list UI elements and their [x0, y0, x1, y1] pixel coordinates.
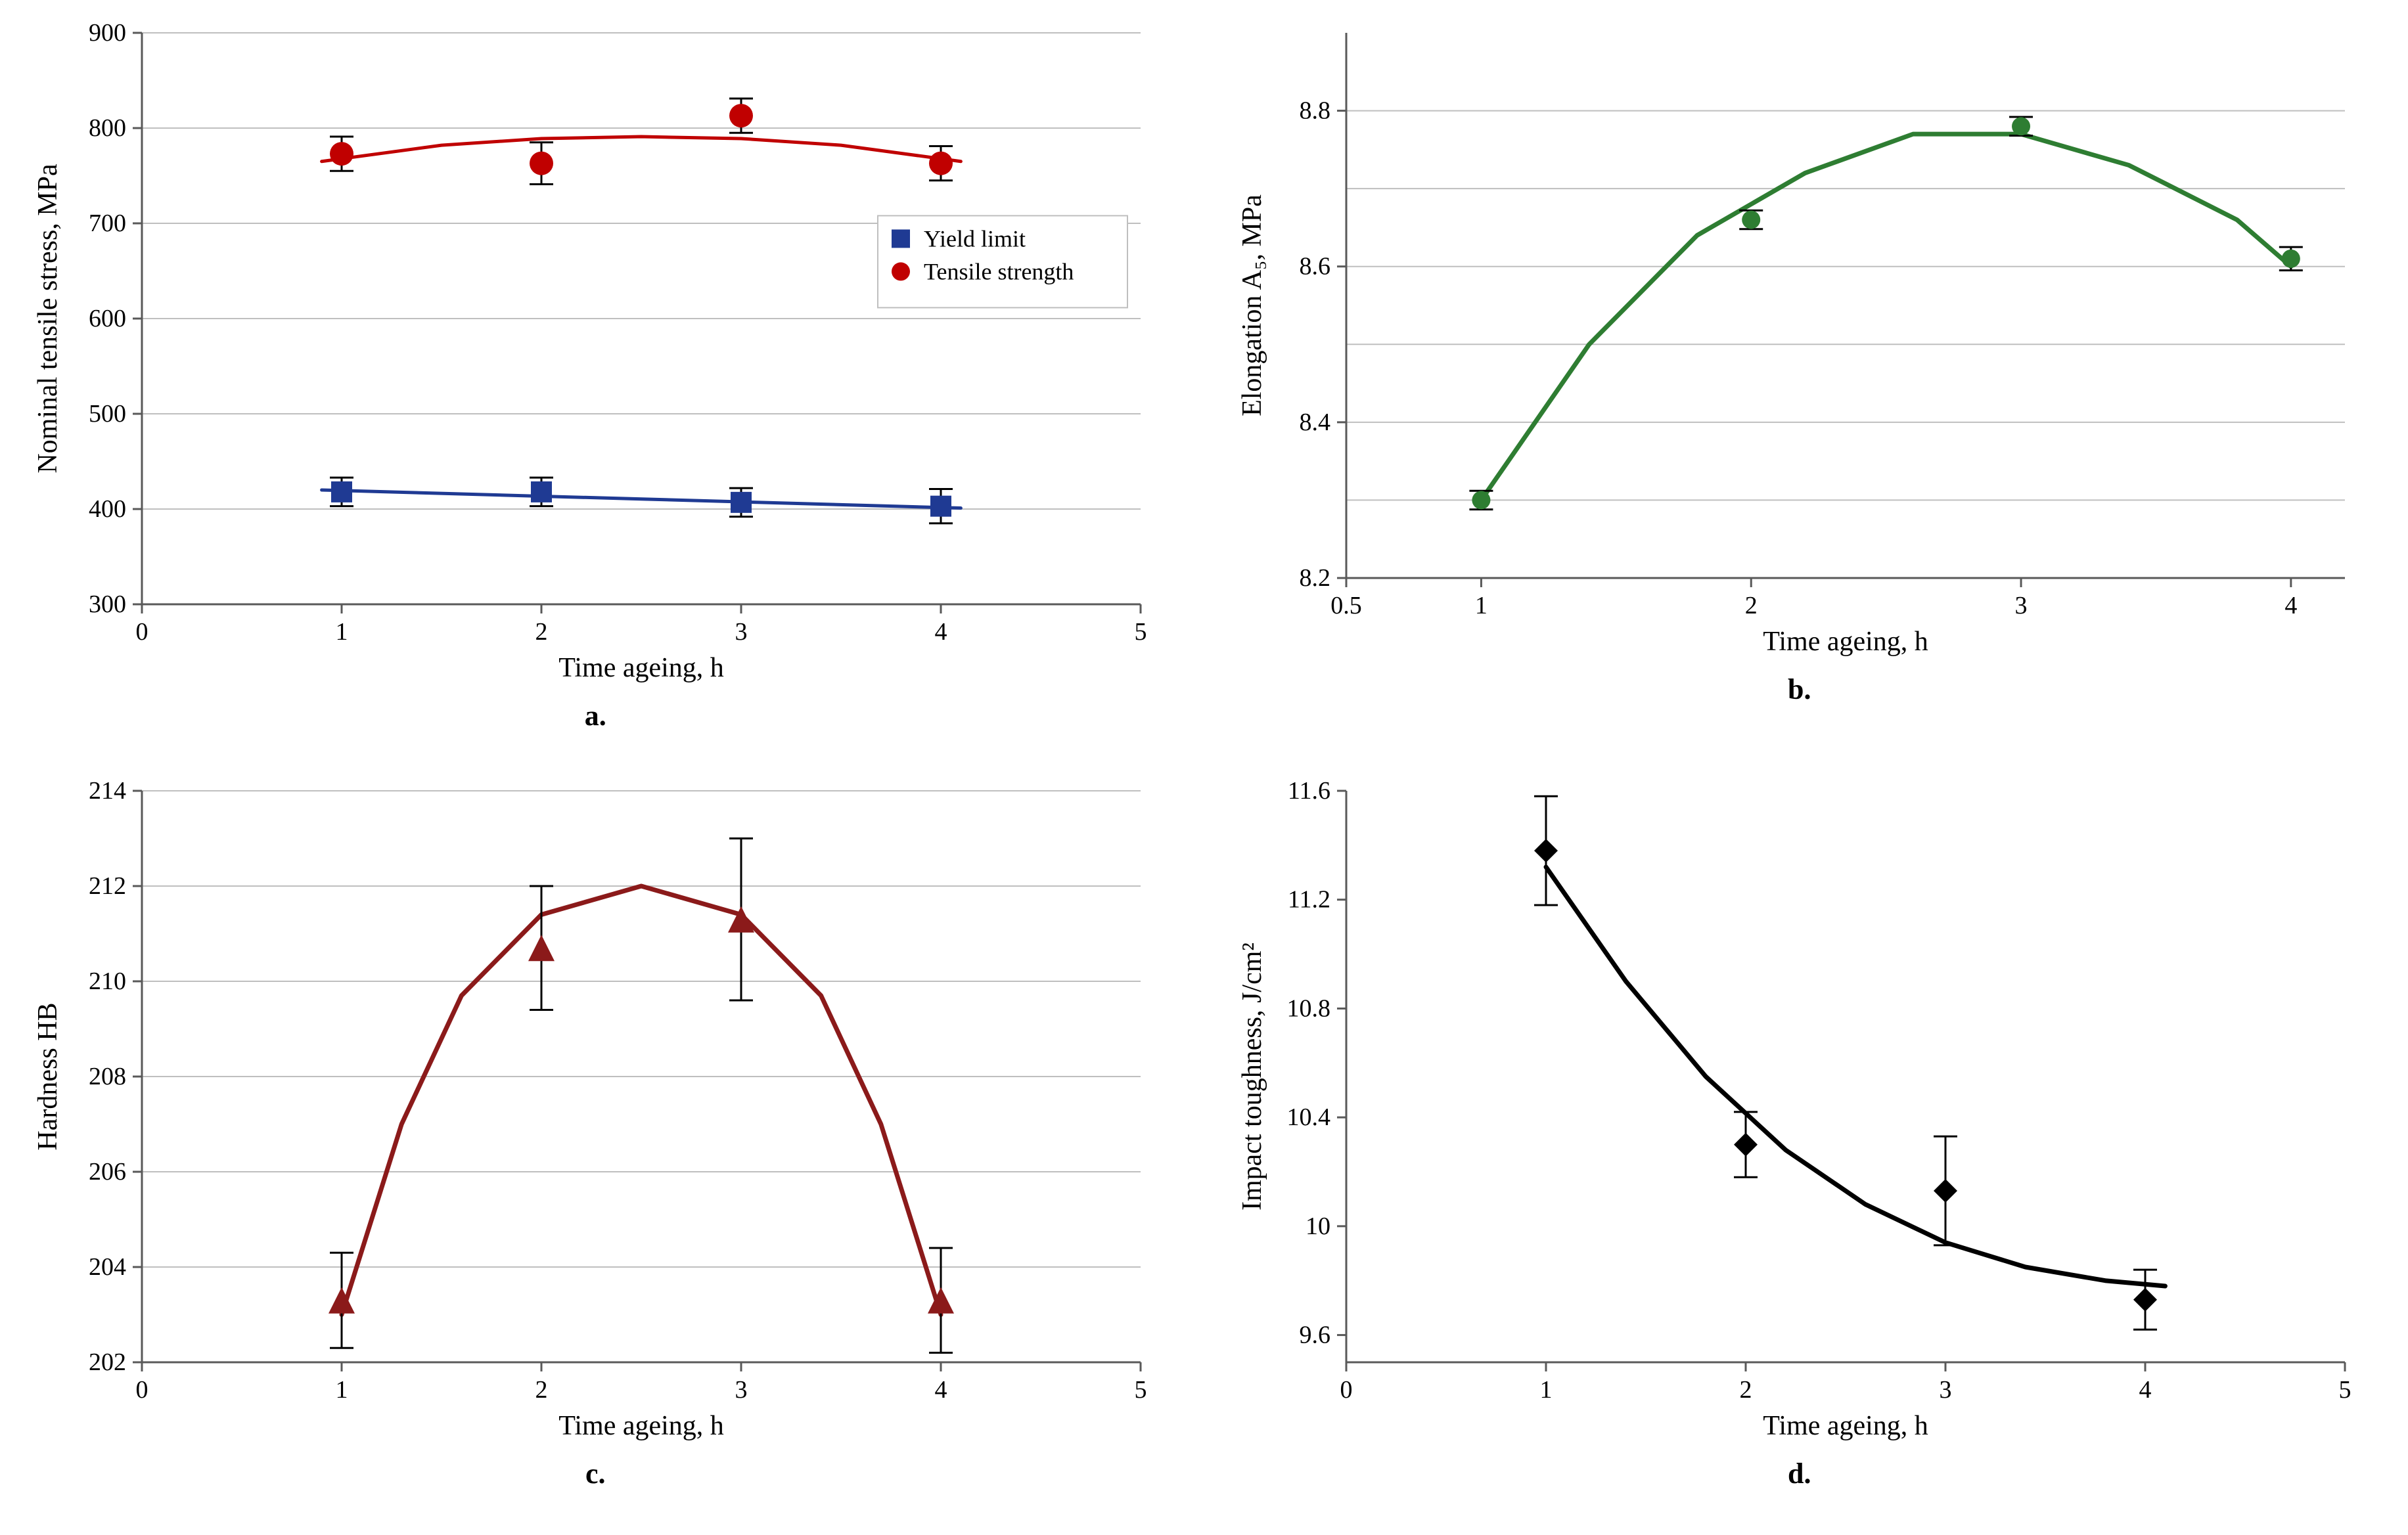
svg-text:202: 202: [89, 1348, 126, 1376]
svg-text:208: 208: [89, 1063, 126, 1090]
chart-d: 0 1 2 3 4 5 9.6 10 10.4 10.8 11.2 11.6 Time ageing, …: [1228, 771, 2371, 1454]
chart-c: 0 1 2 3 4 5 202 204 206 208 210 212 214 Time ageing, …: [24, 771, 1167, 1454]
svg-text:Nominal tensile stress, MPa: Nominal tensile stress, MPa: [33, 164, 63, 474]
svg-text:Tensile strength: Tensile strength: [924, 258, 1074, 284]
svg-text:3: 3: [735, 618, 748, 646]
sublabel-d: d.: [1788, 1457, 1811, 1490]
panel-b: 1 2 3 4 0.58.2 8.4 8.6 8.8 Time ageing, h Elongat…: [1217, 13, 2382, 765]
svg-text:5: 5: [1135, 618, 1147, 646]
svg-text:1: 1: [336, 1376, 348, 1404]
svg-text:Impact toughness, J/cm²: Impact toughness, J/cm²: [1237, 942, 1267, 1210]
svg-text:8.8: 8.8: [1299, 97, 1330, 125]
svg-text:500: 500: [89, 400, 126, 428]
svg-text:Hardness HB: Hardness HB: [33, 1002, 63, 1150]
svg-text:9.6: 9.6: [1299, 1321, 1330, 1348]
svg-text:8.4: 8.4: [1299, 409, 1330, 436]
svg-text:1: 1: [336, 618, 348, 646]
svg-text:2: 2: [535, 618, 548, 646]
svg-text:212: 212: [89, 872, 126, 900]
sublabel-a: a.: [585, 699, 606, 732]
svg-text:Time ageing, h: Time ageing, h: [558, 653, 724, 683]
svg-text:5: 5: [1135, 1376, 1147, 1404]
svg-text:2: 2: [1739, 1376, 1752, 1404]
figure-grid: 012345300400500600700800900Time ageing, …: [0, 0, 2408, 1535]
svg-text:4: 4: [935, 618, 947, 646]
svg-text:0: 0: [136, 618, 148, 646]
svg-text:4: 4: [935, 1376, 947, 1404]
svg-text:3: 3: [735, 1376, 748, 1404]
svg-text:5: 5: [2338, 1376, 2351, 1404]
svg-text:Elongation A₅, MPa: Elongation A₅, MPa: [1237, 194, 1267, 416]
svg-text:800: 800: [89, 114, 126, 142]
svg-text:900: 900: [89, 19, 126, 47]
svg-text:700: 700: [89, 210, 126, 237]
svg-text:214: 214: [89, 777, 126, 805]
svg-text:210: 210: [89, 968, 126, 995]
panel-c: 0 1 2 3 4 5 202 204 206 208 210 212 214 Time ageing, …: [13, 771, 1178, 1523]
svg-text:204: 204: [89, 1253, 126, 1281]
svg-text:2: 2: [535, 1376, 548, 1404]
svg-text:11.2: 11.2: [1288, 885, 1330, 913]
svg-text:Time ageing, h: Time ageing, h: [1763, 1411, 1928, 1441]
svg-text:Yield limit: Yield limit: [924, 225, 1026, 252]
panel-d: 0 1 2 3 4 5 9.6 10 10.4 10.8 11.2 11.6 Time ageing, …: [1217, 771, 2382, 1523]
svg-text:8.6: 8.6: [1299, 253, 1330, 280]
svg-text:10: 10: [1306, 1212, 1330, 1239]
svg-text:11.6: 11.6: [1288, 777, 1330, 805]
svg-text:206: 206: [89, 1158, 126, 1186]
svg-text:Time ageing, h: Time ageing, h: [1763, 627, 1928, 657]
svg-text:0: 0: [1340, 1376, 1352, 1404]
sublabel-b: b.: [1788, 673, 1811, 706]
svg-text:1: 1: [1475, 592, 1488, 619]
chart-b: 1 2 3 4 0.58.2 8.4 8.6 8.8 Time ageing, h Elongat…: [1228, 13, 2371, 670]
svg-text:4: 4: [2139, 1376, 2151, 1404]
svg-text:4: 4: [2284, 592, 2297, 619]
svg-text:1: 1: [1539, 1376, 1552, 1404]
svg-text:600: 600: [89, 305, 126, 332]
svg-text:2: 2: [1744, 592, 1757, 619]
panel-a: 0 1 2 3 4 5 300 400 500 600 700 800 900 Time ageing, …: [13, 13, 1178, 765]
svg-text:10.4: 10.4: [1286, 1103, 1330, 1131]
svg-text:Time ageing, h: Time ageing, h: [558, 1411, 724, 1441]
svg-text:10.8: 10.8: [1286, 994, 1330, 1022]
sublabel-c: c.: [585, 1457, 606, 1490]
svg-text:0: 0: [136, 1376, 148, 1404]
svg-text:3: 3: [1939, 1376, 1951, 1404]
svg-text:3: 3: [2014, 592, 2027, 619]
svg-text:0.5: 0.5: [1330, 592, 1362, 619]
svg-text:300: 300: [89, 590, 126, 618]
chart-a: 0 1 2 3 4 5 300 400 500 600 700 800 900 Time ageing, …: [24, 13, 1167, 696]
svg-text:400: 400: [89, 495, 126, 523]
svg-text:8.2: 8.2: [1299, 564, 1330, 592]
